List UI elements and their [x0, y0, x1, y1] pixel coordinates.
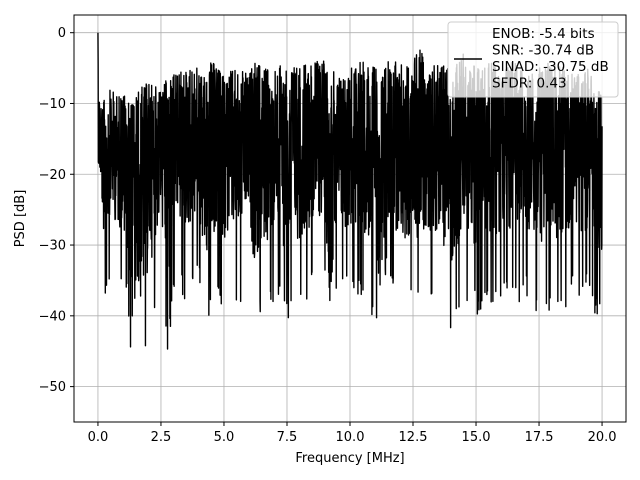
plot-area: [97, 32, 603, 350]
x-tick-label: 20.0: [588, 430, 617, 445]
y-tick-label: −40: [39, 309, 66, 324]
y-tick-label: −30: [39, 239, 66, 254]
legend-entry-enob: ENOB: -5.4 bits: [492, 26, 595, 42]
legend-box: [447, 21, 619, 98]
legend-entry-sfdr: SFDR: 0.43: [492, 76, 567, 92]
x-tick-label: 7.5: [277, 430, 298, 445]
x-tick-label: 15.0: [462, 430, 491, 445]
x-tick-label: 17.5: [525, 430, 554, 445]
legend-entry-snr: SNR: -30.74 dB: [492, 43, 594, 59]
legend: ENOB: -5.4 bits SNR: -30.74 dB SINAD: -3…: [447, 21, 619, 98]
x-axis-label: Frequency [MHz]: [295, 451, 404, 466]
x-tick-label: 12.5: [399, 430, 428, 445]
legend-entry-sinad: SINAD: -30.75 dB: [492, 59, 609, 75]
x-axis: 0.0 2.5 5.0 7.5 10.0 12.5 15.0 17.5 20.0: [88, 422, 617, 445]
x-tick-label: 5.0: [214, 430, 235, 445]
y-tick-label: −20: [39, 168, 66, 183]
psd-series-line: [97, 32, 603, 350]
x-tick-label: 0.0: [88, 430, 109, 445]
x-tick-label: 2.5: [151, 430, 172, 445]
y-tick-label: −10: [39, 97, 66, 112]
x-tick-label: 10.0: [336, 430, 365, 445]
y-tick-label: −50: [39, 380, 66, 395]
y-axis-label: PSD [dB]: [13, 190, 28, 248]
y-axis: 0 −10 −20 −30 −40 −50: [39, 26, 74, 395]
y-tick-label: 0: [58, 26, 66, 41]
